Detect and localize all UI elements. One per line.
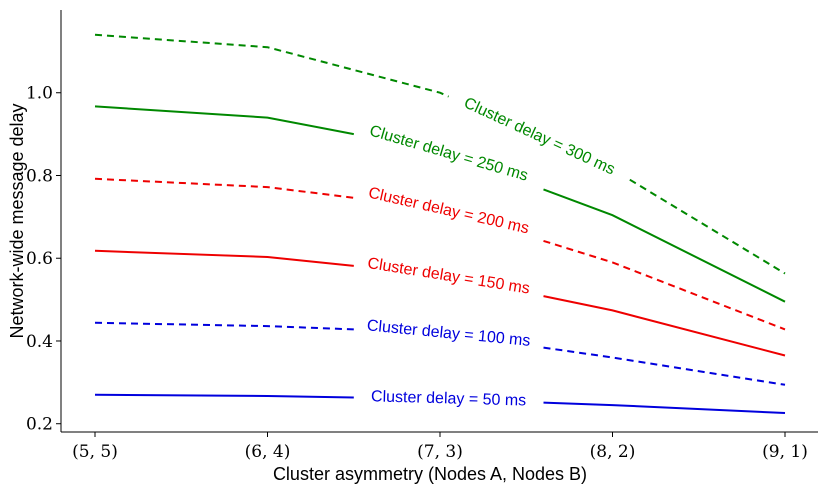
x-axis-label: Cluster asymmetry (Nodes A, Nodes B) xyxy=(273,464,587,484)
series-line xyxy=(543,295,786,357)
series-line xyxy=(543,346,786,386)
series-line xyxy=(94,393,354,399)
series-line xyxy=(94,177,354,199)
series-line xyxy=(629,178,786,275)
x-tick-label: (5, 5) xyxy=(72,442,118,462)
ticks: (5, 5) (6, 4) (7, 3) (8, 2) (9, 1) 0.2 0.4 0.6 0… xyxy=(26,84,808,462)
series-line xyxy=(94,249,354,267)
series-line xyxy=(543,401,786,414)
series-line xyxy=(543,239,786,331)
series-line xyxy=(543,188,786,303)
series-line xyxy=(94,321,354,331)
series-label: Cluster delay = 250 ms xyxy=(368,123,530,185)
y-tick-label: 0.6 xyxy=(26,249,53,269)
x-tick-label: (8, 2) xyxy=(590,442,636,462)
plot-lines xyxy=(94,33,786,414)
series-label: Cluster delay = 150 ms xyxy=(366,255,531,298)
series-label: Cluster delay = 50 ms xyxy=(371,388,527,409)
x-tick-label: (6, 4) xyxy=(245,442,291,462)
y-axis-label: Network-wide message delay xyxy=(7,103,27,338)
series-label: Cluster delay = 200 ms xyxy=(367,185,531,238)
series-line xyxy=(94,33,450,98)
x-tick-label: (7, 3) xyxy=(417,442,463,462)
series-label: Cluster delay = 100 ms xyxy=(366,317,531,350)
y-tick-label: 1.0 xyxy=(26,84,53,104)
y-tick-label: 0.8 xyxy=(26,166,53,186)
y-tick-label: 0.2 xyxy=(26,415,53,435)
y-tick-label: 0.4 xyxy=(26,332,53,352)
x-tick-label: (9, 1) xyxy=(762,442,808,462)
axes xyxy=(60,10,818,433)
series-line xyxy=(94,105,354,136)
